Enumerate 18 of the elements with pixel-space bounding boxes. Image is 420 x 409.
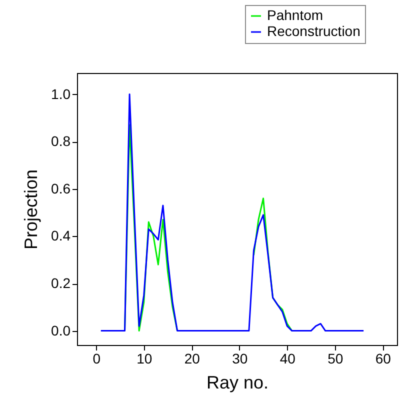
x-tick-label: 60 bbox=[375, 350, 392, 366]
y-axis-title: Projection bbox=[21, 169, 42, 250]
x-tick-label: 40 bbox=[280, 350, 296, 366]
legend-label: Reconstruction bbox=[267, 23, 360, 39]
legend-label: Pahntom bbox=[267, 7, 324, 23]
y-tick-label: 0.0 bbox=[51, 322, 71, 338]
y-tick-label: 0.8 bbox=[51, 133, 71, 150]
x-tick-label: 0 bbox=[92, 350, 101, 366]
x-axis-title: Ray no. bbox=[206, 372, 269, 392]
x-tick-label: 50 bbox=[328, 350, 344, 366]
x-tick-label: 20 bbox=[184, 350, 200, 366]
y-tick-label: 1.0 bbox=[51, 86, 71, 102]
x-tick-label: 10 bbox=[136, 350, 152, 366]
y-tick-label: 0.2 bbox=[51, 275, 71, 292]
y-tick-label: 0.6 bbox=[51, 180, 71, 196]
x-tick-label: 30 bbox=[232, 350, 248, 366]
y-tick-label: 0.4 bbox=[51, 228, 71, 244]
line-series bbox=[100, 94, 364, 332]
